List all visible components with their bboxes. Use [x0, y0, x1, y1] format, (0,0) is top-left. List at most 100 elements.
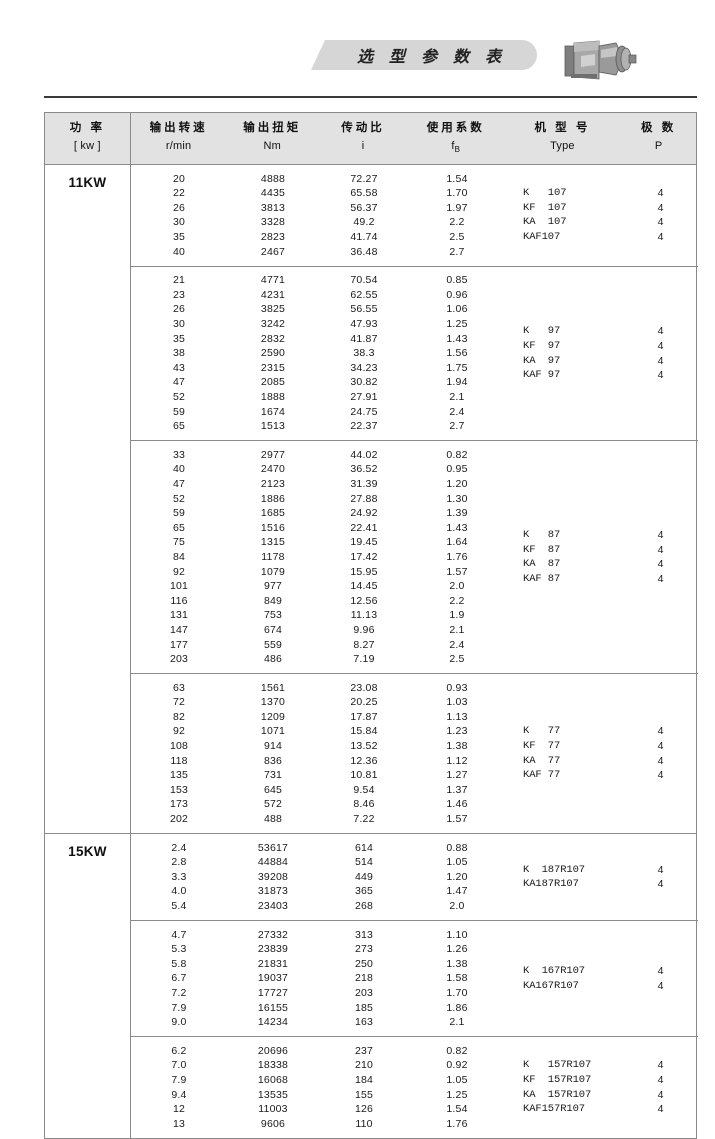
- cell-factor: 1.58: [446, 972, 468, 985]
- cell-factor: 1.20: [446, 477, 468, 490]
- cell-speed: 92: [172, 565, 186, 578]
- cell-ratio: 41.74: [350, 231, 378, 244]
- cell-speed: 4.7: [171, 928, 187, 941]
- cell-speed: 177: [169, 638, 189, 651]
- type-row: KAF157R107 4: [505, 1102, 698, 1117]
- cell-ratio: 65.58: [350, 187, 378, 200]
- pole-value: 4: [657, 369, 664, 382]
- cell-torque: 4888: [260, 172, 286, 185]
- type-block: 21 4771 70.54 0.85 23 4231 62.55 0.96 26 3825 56.5…: [131, 267, 698, 442]
- table-row: 30 3328 49.2 2.2: [131, 215, 505, 230]
- pole-value: 4: [657, 754, 664, 767]
- type-row: KF 107 4: [505, 201, 698, 216]
- table-row: 7.9 16155 185 1.86: [131, 1000, 505, 1015]
- cell-speed: 6.2: [171, 1044, 187, 1057]
- column-header-factor: 使用系数 fB: [408, 113, 504, 164]
- cell-speed: 153: [169, 783, 189, 796]
- type-label: K 87: [523, 529, 561, 542]
- cell-ratio: 12.36: [350, 754, 378, 767]
- pole-value: 4: [657, 187, 664, 200]
- column-header-torque-cn: 输出扭矩: [243, 122, 302, 134]
- cell-torque: 753: [263, 609, 283, 622]
- type-list: K 187R107 4 KA187R107 4: [505, 862, 698, 891]
- type-block: 63 1561 23.08 0.93 72 1370 20.25 1.03 82 1209 17.8…: [131, 674, 698, 833]
- cell-factor: 0.92: [446, 1059, 468, 1072]
- power-label: 11KW: [68, 175, 107, 191]
- page-header: 选 型 参 数 表: [44, 32, 697, 90]
- cell-factor: 0.88: [446, 841, 468, 854]
- cell-factor: 2.1: [449, 391, 465, 403]
- type-pole-group: K 157R107 4 KF 157R107 4 KA 157R107 4 KAF157R1…: [505, 1043, 698, 1131]
- pole-value: 4: [657, 558, 664, 571]
- column-header-pole: 极 数 P: [621, 113, 696, 164]
- cell-speed: 7.9: [171, 1073, 187, 1086]
- table-row: 20 4888 72.27 1.54: [131, 171, 505, 186]
- pole-value: 4: [657, 325, 664, 338]
- cell-factor: 2.4: [449, 638, 465, 651]
- cell-torque: 1674: [260, 405, 286, 418]
- data-rows: 4.7 27332 313 1.10 5.3 23839 273 1.26 5.8 21831 25…: [131, 927, 505, 1029]
- cell-ratio: 12.56: [350, 594, 378, 607]
- table-row: 47 2085 30.82 1.94: [131, 375, 505, 390]
- type-row: K 87 4: [505, 528, 698, 543]
- power-section: 11KW 20 4888 72.27 1.54 22 4435 65.58 1.70 26 3813…: [45, 165, 698, 835]
- table-header-row: 功 率 [ kw ] 输出转速 r/min 输出扭矩 Nm 传动比 i 使用系数…: [45, 113, 696, 166]
- cell-factor: 1.05: [446, 1073, 468, 1086]
- cell-factor: 1.97: [446, 201, 468, 214]
- type-block: 20 4888 72.27 1.54 22 4435 65.58 1.70 26 3813 56.3…: [131, 165, 698, 267]
- cell-factor: 1.26: [446, 943, 468, 956]
- table-row: 65 1516 22.41 1.43: [131, 520, 505, 535]
- cell-speed: 47: [172, 376, 186, 389]
- type-label: KF 157R107: [523, 1073, 592, 1086]
- table-body: 11KW 20 4888 72.27 1.54 22 4435 65.58 1.70 26 3813…: [45, 165, 698, 1139]
- cell-ratio: 56.37: [350, 201, 378, 214]
- cell-torque: 1178: [261, 550, 285, 563]
- cell-torque: 14234: [257, 1016, 289, 1029]
- type-list: K 97 4 KF 97 4 KA 97 4 KAF 97 4: [505, 324, 698, 382]
- cell-speed: 43: [172, 361, 186, 374]
- table-row: 30 3242 47.93 1.25: [131, 317, 505, 332]
- cell-ratio: 36.52: [350, 463, 378, 476]
- cell-torque: 18338: [257, 1059, 289, 1072]
- cell-factor: 1.25: [446, 1088, 468, 1101]
- cell-factor: 1.75: [446, 361, 468, 374]
- table-row: 3.3 39208 449 1.20: [131, 870, 505, 885]
- pole-value: 4: [657, 529, 664, 542]
- table-row: 131 753 11.13 1.9: [131, 608, 505, 623]
- type-label: K 107: [523, 187, 567, 200]
- cell-torque: 2467: [260, 245, 286, 258]
- cell-factor: 1.23: [446, 725, 468, 738]
- cell-factor: 0.93: [446, 681, 468, 694]
- cell-torque: 559: [263, 638, 283, 651]
- cell-ratio: 14.45: [350, 580, 378, 593]
- cell-ratio: 38.3: [353, 347, 375, 360]
- cell-ratio: 15.95: [350, 565, 378, 578]
- cell-speed: 203: [169, 653, 189, 666]
- type-pole-group: K 187R107 4 KA187R107 4: [505, 840, 698, 913]
- cell-speed: 84: [172, 550, 186, 563]
- cell-ratio: 27.88: [350, 492, 378, 505]
- cell-speed: 65: [172, 420, 186, 433]
- cell-factor: 1.56: [446, 347, 468, 360]
- table-row: 21 4771 70.54 0.85: [131, 273, 505, 288]
- cell-factor: 1.03: [446, 696, 468, 709]
- page-title: 选 型 参 数 表: [356, 49, 507, 66]
- cell-speed: 101: [169, 580, 189, 593]
- cell-torque: 1561: [260, 681, 286, 694]
- table-row: 65 1513 22.37 2.7: [131, 419, 505, 434]
- type-row: KA 77 4: [505, 753, 698, 768]
- column-header-type-en: Type: [550, 139, 575, 152]
- cell-factor: 1.43: [446, 521, 468, 534]
- cell-ratio: 237: [354, 1044, 374, 1057]
- table-row: 84 1178 17.42 1.76: [131, 550, 505, 565]
- column-header-power-cn: 功 率: [69, 122, 105, 134]
- cell-speed: 92: [172, 725, 186, 738]
- column-header-power-en: [ kw ]: [73, 139, 101, 152]
- cell-speed: 108: [169, 740, 189, 753]
- column-header-speed-en: r/min: [165, 139, 192, 152]
- cell-torque: 23839: [257, 943, 289, 956]
- cell-speed: 116: [170, 594, 188, 607]
- cell-torque: 53617: [257, 841, 289, 854]
- cell-factor: 1.9: [449, 609, 465, 622]
- pole-value: 4: [657, 1073, 664, 1086]
